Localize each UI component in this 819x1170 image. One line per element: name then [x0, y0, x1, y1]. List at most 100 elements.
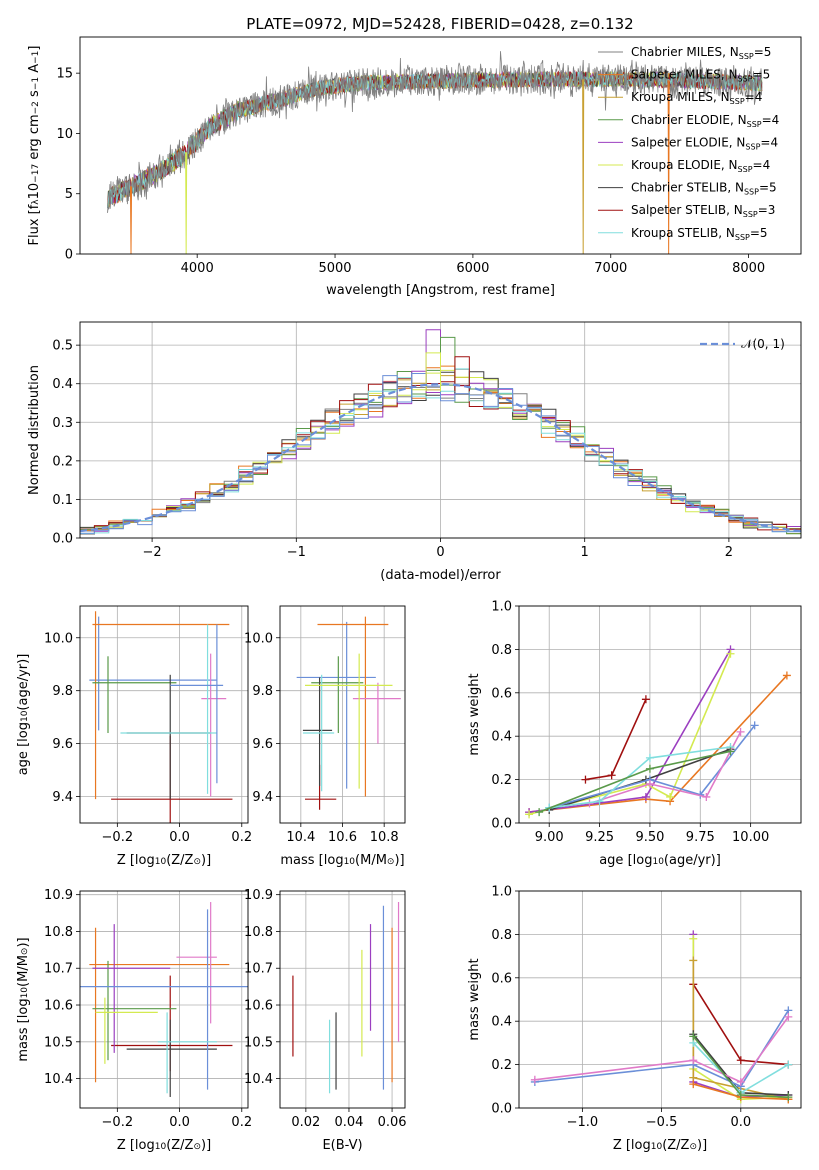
y-tick-label: 9.4 [252, 790, 273, 805]
spectrum-dip [667, 80, 670, 254]
label-part: s [27, 90, 42, 101]
label-part: )] [697, 1138, 707, 1153]
y-tick-label: 0.6 [491, 971, 512, 986]
age-vs-metallicity-panel: −0.2 0.0 0.29.49.69.810.0Z [log10(Z/Z⊙)]ag… [16, 605, 252, 868]
label-part: =4 [745, 90, 763, 104]
label-part: ] [27, 46, 42, 51]
label-part: Z [log [117, 1138, 155, 1153]
weight-point-marker [736, 1056, 745, 1065]
plot-area [89, 611, 233, 823]
y-tick-label: 9.6 [252, 737, 273, 752]
label-part: )] [201, 853, 211, 868]
label-part: =4 [762, 113, 780, 127]
y-tick-label: 1.0 [491, 885, 512, 900]
y-tick-label: 15 [56, 67, 73, 82]
y-tick-label: 0.2 [52, 454, 73, 469]
label-part: (M/M [16, 955, 31, 987]
y-tick-label: 10.6 [44, 999, 73, 1014]
x-tick-label: 6000 [456, 261, 489, 276]
weight-series-line [549, 746, 731, 809]
spectrum-panel: 4000 5000 6000 7000 8000 0 5 10 15 Chabrier MILES… [27, 36, 802, 298]
x-tick-label: 0.02 [291, 1115, 320, 1130]
label-part: Z [log [117, 853, 155, 868]
x-tick-label: −0.2 [102, 1115, 134, 1130]
x-tick-label: 10.8 [370, 830, 399, 845]
weight-point-marker [581, 775, 590, 784]
weight-point-marker [689, 1080, 698, 1089]
label-part: )] [16, 937, 31, 947]
spectrum-dip [129, 186, 133, 254]
x-tick-label: 5000 [318, 261, 351, 276]
weight-series-line [589, 731, 742, 805]
x-axis-label: (data-model)/error [380, 568, 501, 583]
weight-point-marker [689, 956, 698, 965]
weight-point-marker [736, 1077, 745, 1086]
x-axis-label: Z [log10(Z/Z⊙)] [117, 853, 211, 868]
weight-point-marker [689, 1032, 698, 1041]
label-part: SSP [738, 165, 753, 174]
legend-entry: Chabrier MILES, NSSP=5 [631, 45, 771, 61]
x-tick-label: 9.25 [585, 830, 614, 845]
label-part: 10 [20, 710, 30, 722]
legend-entry: Chabrier ELODIE, NSSP=4 [631, 113, 779, 129]
mass-vs-metallicity-panel: −0.2 0.0 0.2 10.4 10.5 10.6 10.7 10.8 10.9 Z [log… [16, 888, 252, 1153]
label-part: (Z/Z [166, 853, 193, 868]
label-part: ⊙ [20, 948, 30, 956]
weight-vs-metallicity-panel: −1.0 −0.5 0.0 0.0 0.2 0.4 0.6 0.8 1.0 Z [log10(Z/… [467, 885, 802, 1153]
label-part: )] [201, 1138, 211, 1153]
spectrum-dip [185, 152, 188, 254]
y-tick-label: 10.0 [44, 631, 73, 646]
label-part: erg cm [27, 114, 42, 163]
label-part: age [log [16, 722, 31, 775]
x-tick-label: 7000 [594, 261, 627, 276]
label-part: SSP [735, 233, 750, 242]
x-tick-label: 9.75 [686, 830, 715, 845]
histogram-peak [425, 329, 441, 392]
y-tick-label: 9.6 [52, 737, 73, 752]
axes-frame [518, 605, 802, 824]
label-part: =5 [759, 181, 777, 195]
label-part: 10 [27, 183, 42, 200]
weight-point-marker [784, 1060, 793, 1069]
histogram-peak [454, 356, 470, 392]
label-part: (age/yr)] [664, 853, 721, 868]
y-tick-label: 10.9 [44, 888, 73, 903]
plot-area [296, 616, 401, 810]
y-axis-label: age [log10(age/yr)] [16, 654, 31, 776]
label-part: SSP [747, 120, 762, 129]
weight-point-marker [641, 695, 650, 704]
y-tick-label: 0.5 [52, 339, 73, 354]
weight-point-marker [666, 792, 675, 801]
y-tick-label: 5 [65, 187, 73, 202]
label-part: )] [394, 853, 404, 868]
weight-series-line [528, 653, 732, 816]
label-part: Chabrier MILES, N [631, 45, 739, 59]
x-tick-label: 10.00 [732, 830, 769, 845]
y-tick-label: 10.7 [244, 962, 273, 977]
weight-point-marker [645, 764, 654, 773]
weight-point-marker [702, 792, 711, 801]
y-tick-label: 0.4 [52, 377, 73, 392]
label-part: =5 [753, 68, 771, 82]
label-part: 10 [155, 857, 167, 867]
figure-title: PLATE=0972, MJD=52428, FIBERID=0428, z=0… [246, 15, 633, 33]
weight-point-marker [535, 808, 544, 817]
legend-entry: 𝒩(0, 1) [741, 337, 785, 351]
weight-series-line [529, 674, 788, 813]
weight-point-marker [530, 1075, 539, 1084]
plot-area [107, 51, 763, 254]
label-part: =3 [758, 203, 776, 217]
label-part: SSP [743, 210, 758, 219]
x-tick-label: 2 [725, 545, 733, 560]
axes-frame [279, 890, 406, 1109]
label-part: Salpeter STELIB, N [631, 203, 743, 217]
label-part: −1 [31, 51, 41, 64]
y-tick-label: 0.4 [491, 1015, 512, 1030]
weight-point-marker [641, 792, 650, 801]
y-tick-label: 0.1 [52, 493, 73, 508]
label-part: =5 [750, 226, 768, 240]
y-tick-label: 10.0 [244, 631, 273, 646]
plot-area [530, 930, 793, 1104]
legend-entry: Kroupa STELIB, NSSP=5 [631, 226, 768, 242]
age-vs-mass-panel: 10.4 10.6 10.8 9.4 9.6 9.8 10.0 mass [log10(M/M… [244, 605, 406, 868]
